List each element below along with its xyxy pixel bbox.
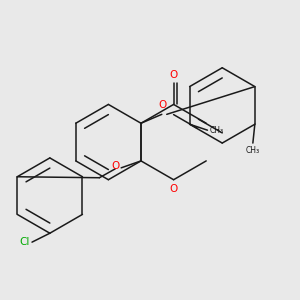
- Text: O: O: [159, 100, 167, 110]
- Text: CH₃: CH₃: [209, 126, 224, 135]
- Text: O: O: [169, 70, 178, 80]
- Text: O: O: [111, 161, 119, 171]
- Text: O: O: [169, 184, 178, 194]
- Text: Cl: Cl: [20, 237, 30, 247]
- Text: CH₃: CH₃: [246, 146, 260, 155]
